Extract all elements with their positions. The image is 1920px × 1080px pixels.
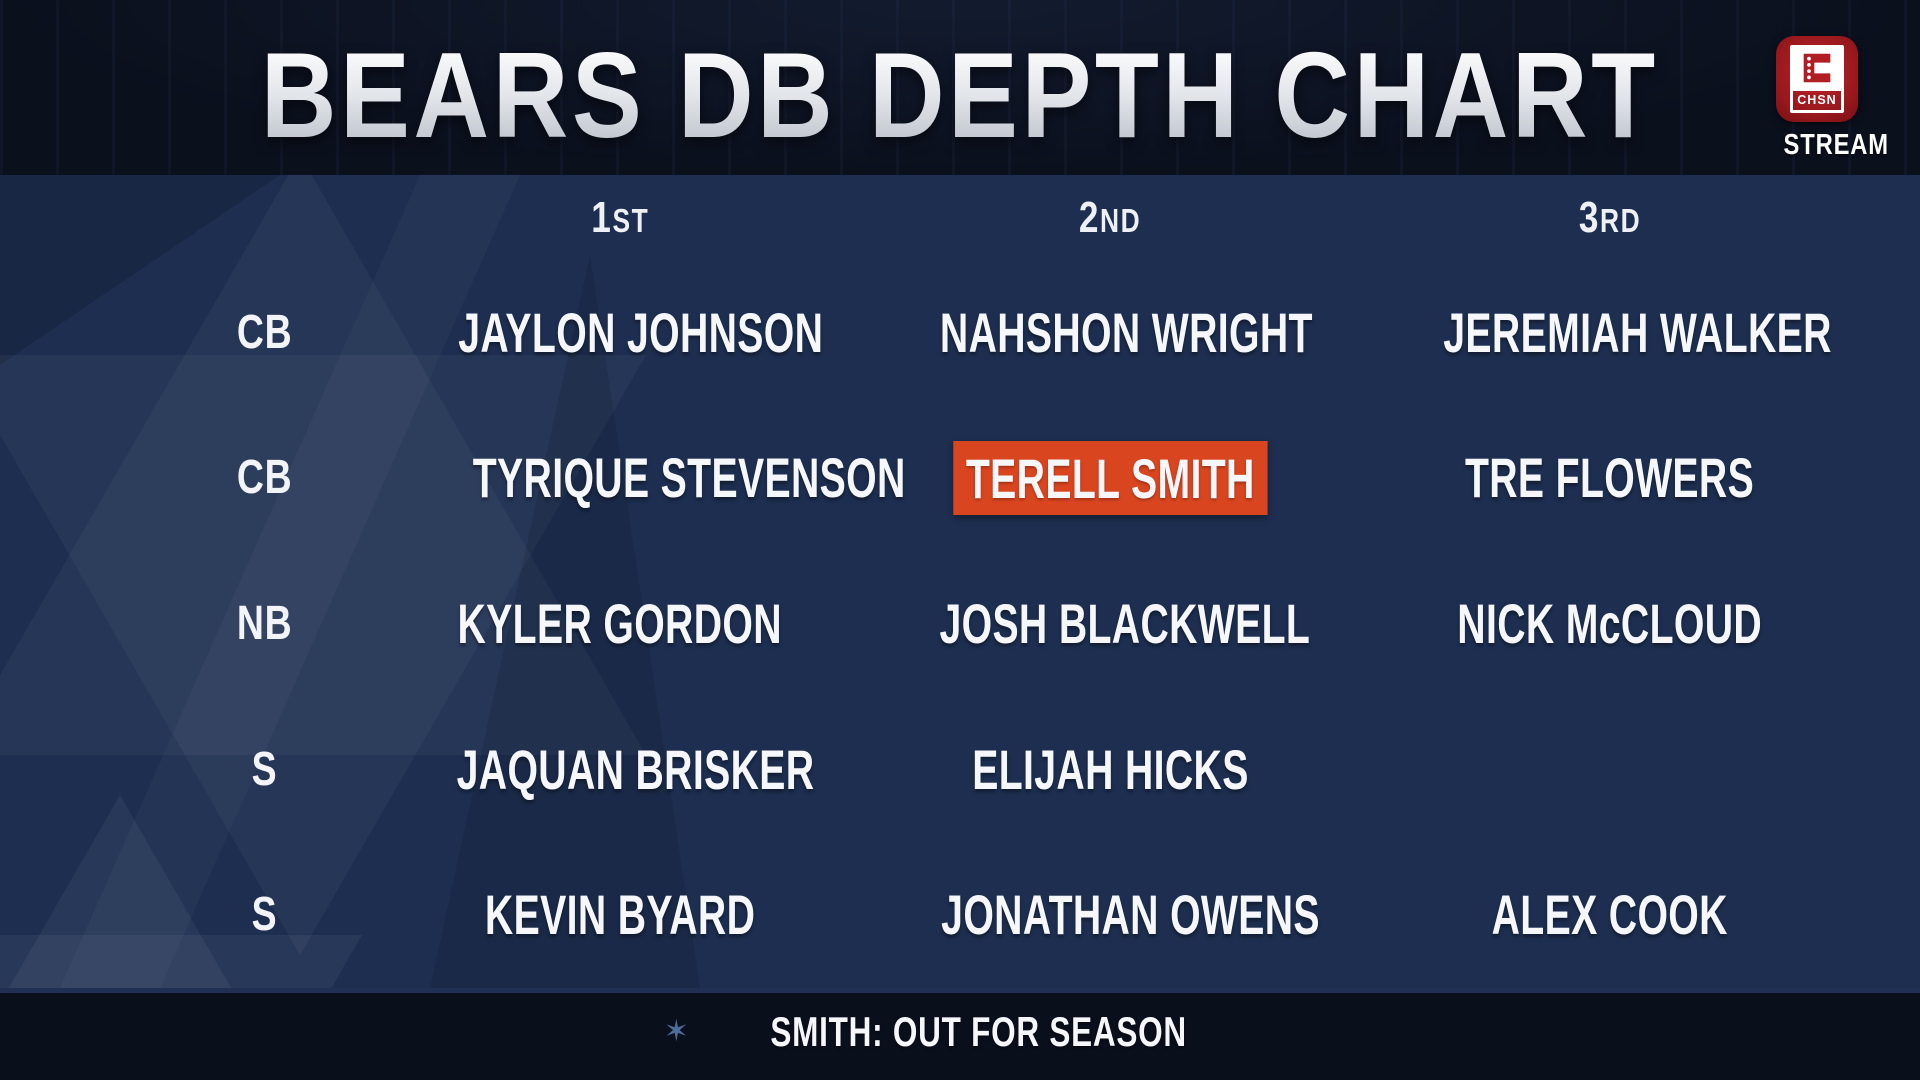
- table-row: CB TYRIQUE STEVENSON TERELL SMITH TRE FL…: [0, 406, 1920, 552]
- table-row: S KEVIN BYARD JONATHAN OWENS ALEX COOK: [0, 842, 1920, 988]
- column-header-3rd: 3RD: [1578, 192, 1642, 242]
- player-name: JONATHAN OWENS: [941, 883, 1320, 947]
- table-row: S JAQUAN BRISKER ELIJAH HICKS: [0, 697, 1920, 843]
- player-name: TYRIQUE STEVENSON: [472, 446, 906, 510]
- player-name: JEREMIAH WALKER: [1443, 300, 1832, 364]
- position-label: CB: [237, 305, 293, 359]
- player-name: NAHSHON WRIGHT: [939, 300, 1313, 364]
- player-name: TRE FLOWERS: [1465, 446, 1755, 510]
- column-header-2nd: 2ND: [1078, 192, 1142, 242]
- column-header-row: 1ST 2ND 3RD: [0, 175, 1920, 260]
- player-name: ALEX COOK: [1491, 883, 1729, 947]
- network-abbr: CHSN: [1793, 88, 1841, 110]
- chsn-logo: CHSN STREAM: [1772, 36, 1888, 162]
- position-label: CB: [237, 451, 293, 505]
- depth-chart-panel: 1ST 2ND 3RD CB JAYLON JOHNSON NAHSHON WR…: [0, 175, 1920, 988]
- position-label: S: [252, 888, 278, 942]
- footnote-bar: ✶ SMITH: OUT FOR SEASON: [0, 988, 1920, 1080]
- player-name: JOSH BLACKWELL: [939, 591, 1311, 655]
- page-title: BEARS DB DEPTH CHART: [261, 20, 1659, 156]
- stream-label: STREAM: [1783, 129, 1889, 161]
- player-name: KYLER GORDON: [457, 591, 783, 655]
- title-bar: BEARS DB DEPTH CHART CHSN: [0, 0, 1920, 175]
- chsn-icon-frame: CHSN: [1790, 45, 1844, 113]
- film-c-icon: [1793, 48, 1841, 88]
- player-name: NICK McCLOUD: [1457, 591, 1763, 655]
- player-name: JAYLON JOHNSON: [458, 300, 824, 364]
- table-row: NB KYLER GORDON JOSH BLACKWELL NICK McCL…: [0, 551, 1920, 697]
- position-label: S: [252, 742, 278, 796]
- player-name: JAQUAN BRISKER: [456, 737, 815, 801]
- chsn-app-icon: CHSN: [1776, 36, 1858, 122]
- player-name-highlighted: TERELL SMITH: [953, 441, 1267, 516]
- chicago-star-icon: ✶: [663, 1014, 689, 1048]
- table-row: CB JAYLON JOHNSON NAHSHON WRIGHT JEREMIA…: [0, 260, 1920, 406]
- footnote: SMITH: OUT FOR SEASON: [770, 1007, 1187, 1055]
- position-label: NB: [237, 596, 293, 650]
- column-header-1st: 1ST: [590, 192, 650, 242]
- player-name: ELIJAH HICKS: [971, 737, 1249, 801]
- player-name: KEVIN BYARD: [484, 883, 756, 947]
